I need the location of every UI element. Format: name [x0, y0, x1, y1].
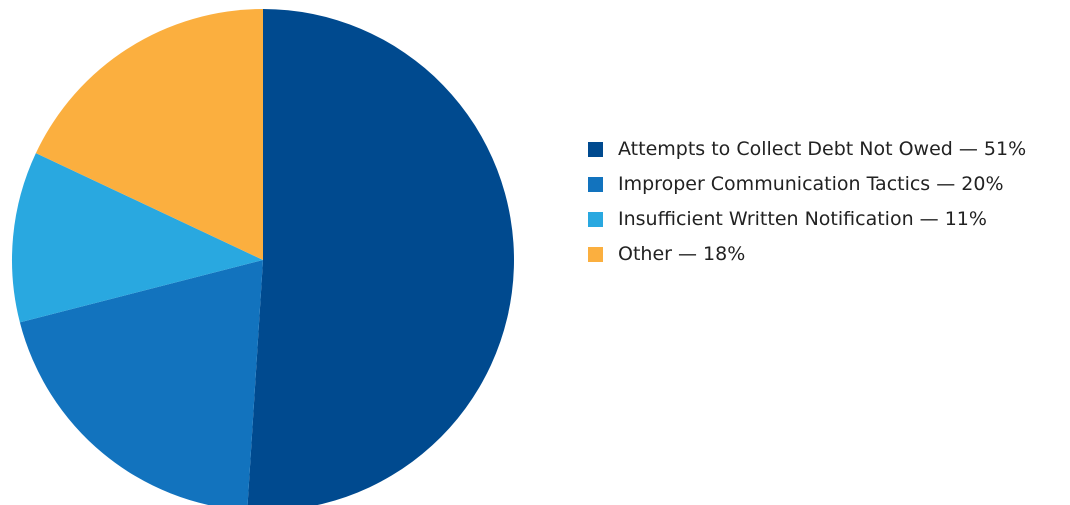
legend-item: Insufficient Written Notification — 11% — [588, 207, 1063, 232]
pie-slice-4 — [35, 9, 263, 260]
legend-label: Other — 18% — [618, 243, 746, 265]
pie-slice-1 — [247, 9, 514, 505]
legend-swatch — [588, 212, 603, 227]
legend-swatch — [588, 247, 603, 262]
pie-slice-2 — [19, 260, 263, 505]
pie-slice-3 — [11, 153, 263, 323]
legend: Attempts to Collect Debt Not Owed — 51% … — [588, 137, 1063, 267]
legend-label: Improper Communication Tactics — 20% — [618, 173, 1004, 195]
legend-label: Attempts to Collect Debt Not Owed — 51% — [618, 138, 1027, 160]
legend-swatch — [588, 142, 603, 157]
legend-item: Attempts to Collect Debt Not Owed — 51% — [588, 137, 1063, 162]
legend-swatch — [588, 177, 603, 192]
pie-plot — [11, 9, 514, 505]
legend-label: Insufficient Written Notification — 11% — [618, 208, 987, 230]
legend-item: Improper Communication Tactics — 20% — [588, 172, 1063, 197]
legend-item: Other — 18% — [588, 242, 1063, 267]
